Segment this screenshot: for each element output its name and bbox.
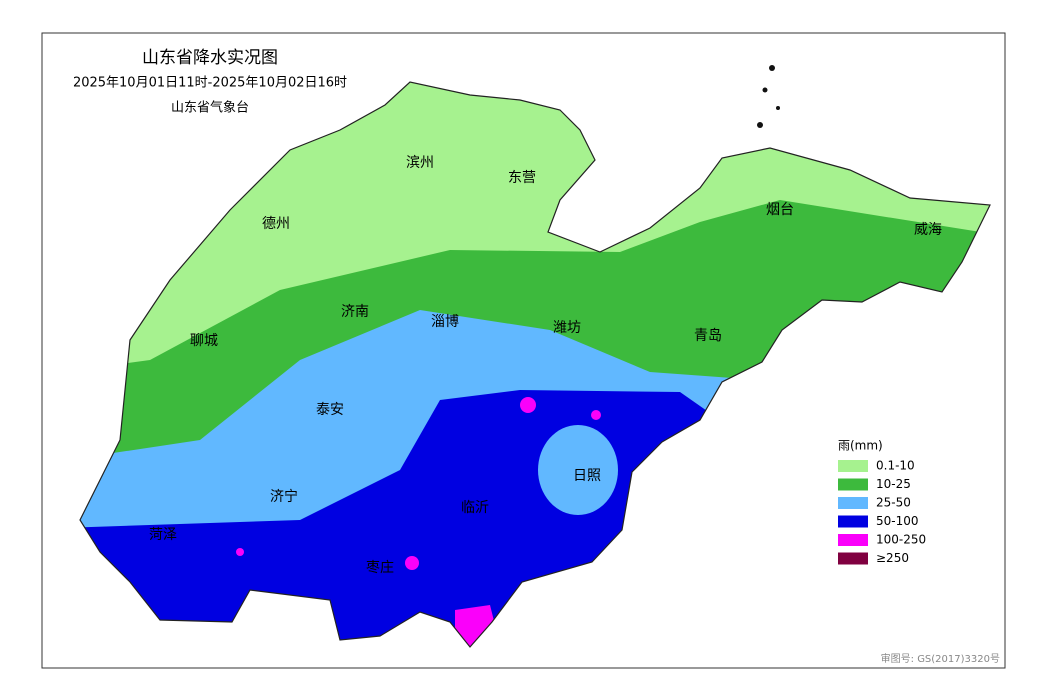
islands	[757, 65, 780, 128]
agency: 山东省气象台	[171, 100, 249, 116]
city-label: 济南	[341, 304, 369, 320]
legend-title: 雨(mm)	[838, 439, 883, 453]
city-label: 滨州	[406, 155, 434, 171]
legend-label: 100-250	[876, 533, 926, 547]
city-label: 聊城	[190, 333, 218, 349]
city-label: 临沂	[461, 500, 489, 516]
subtitle: 2025年10月01日11时-2025年10月02日16时	[73, 76, 347, 91]
legend-label: ≥250	[876, 551, 909, 565]
city-label: 济宁	[270, 488, 298, 505]
legend-label: 10-25	[876, 477, 911, 491]
legend-label: 50-100	[876, 514, 919, 528]
legend-swatch	[838, 478, 868, 491]
city-label: 德州	[262, 216, 290, 232]
city-label: 日照	[573, 468, 601, 484]
legend-swatch	[838, 534, 868, 546]
city-label: 东营	[508, 170, 536, 186]
city-label: 潍坊	[553, 320, 581, 336]
band-magenta	[236, 548, 244, 556]
city-label: 泰安	[316, 402, 344, 418]
band-magenta	[455, 605, 495, 647]
legend-label: 25-50	[876, 496, 911, 510]
legend-swatch	[838, 552, 868, 565]
band-magenta	[405, 556, 419, 570]
legend-swatch	[838, 497, 868, 509]
city-label: 枣庄	[366, 559, 394, 576]
title: 山东省降水实况图	[142, 48, 278, 68]
city-label: 烟台	[766, 202, 794, 218]
review-number: 审图号: GS(2017)3320号	[881, 652, 1000, 665]
legend-label: 0.1-10	[876, 459, 915, 473]
band-light-blue-patch	[538, 425, 618, 515]
city-label: 威海	[914, 222, 942, 238]
band-magenta	[591, 410, 601, 420]
legend-swatch	[838, 460, 868, 472]
city-label: 淄博	[431, 313, 459, 330]
city-label: 菏泽	[149, 527, 177, 543]
legend-swatch	[838, 515, 868, 528]
city-label: 青岛	[694, 328, 722, 344]
band-magenta	[520, 397, 536, 413]
